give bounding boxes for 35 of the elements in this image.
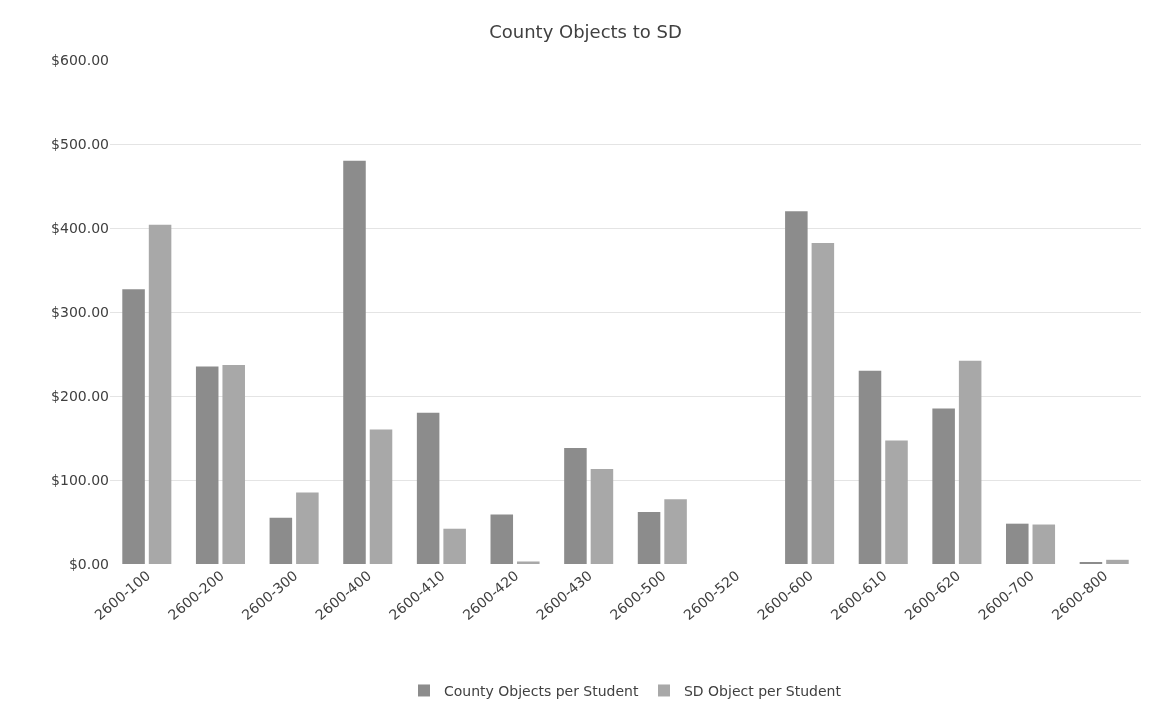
y-tick-label: $500.00 xyxy=(51,135,109,152)
y-tick-label: $300.00 xyxy=(51,303,109,320)
bar xyxy=(811,243,835,564)
bar xyxy=(296,492,319,564)
y-tick-label: $600.00 xyxy=(51,51,109,68)
bar xyxy=(517,561,540,564)
y-tick-label: $0.00 xyxy=(68,555,109,572)
bar xyxy=(858,370,882,564)
bar xyxy=(269,517,293,564)
chart-title: County Objects to SD xyxy=(489,20,682,42)
bar xyxy=(885,440,908,564)
bar xyxy=(958,360,982,564)
bar xyxy=(1106,559,1129,564)
bar xyxy=(664,499,687,564)
bar xyxy=(195,366,219,564)
legend-label: County Objects per Student xyxy=(444,682,639,699)
y-tick-label: $200.00 xyxy=(51,387,109,404)
y-tick-label: $400.00 xyxy=(51,219,109,236)
bar xyxy=(1032,524,1056,564)
bar xyxy=(1006,523,1029,564)
bar xyxy=(443,528,466,564)
bar xyxy=(148,224,172,564)
bar xyxy=(932,408,955,564)
bar xyxy=(369,429,393,564)
bar xyxy=(122,289,145,564)
bar xyxy=(637,511,661,564)
y-tick-label: $100.00 xyxy=(51,471,109,488)
bar xyxy=(785,211,808,564)
bar xyxy=(564,448,587,564)
bar xyxy=(416,412,440,564)
bar xyxy=(490,514,514,564)
bar xyxy=(590,469,614,564)
bar xyxy=(343,160,366,564)
legend-label: SD Object per Student xyxy=(683,682,842,699)
bar xyxy=(222,364,245,564)
